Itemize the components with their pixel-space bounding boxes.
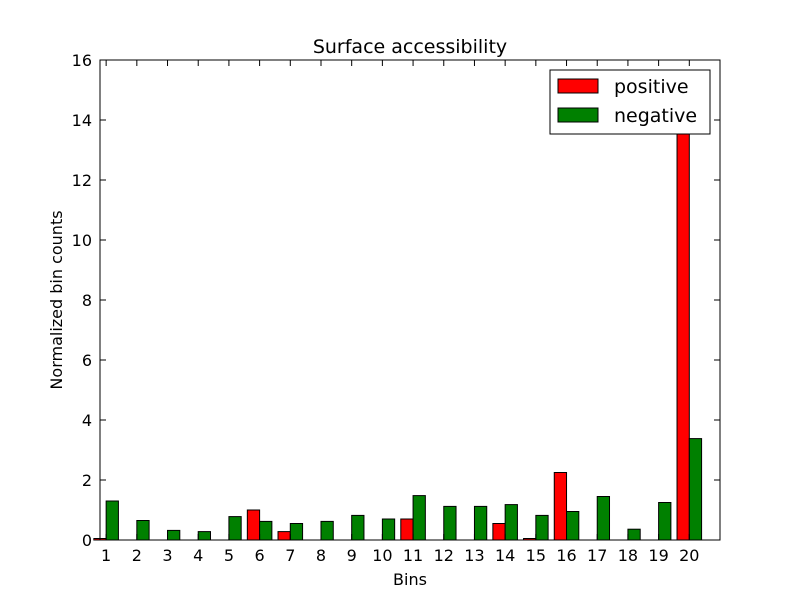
bar-positive-20 xyxy=(676,119,690,541)
x-axis: 1 2 3 4 5 6 7 8 9 10 11 12 13 14 15 16 17 18 19 20 xyxy=(101,60,699,565)
y-axis: 0 2 4 6 8 10 12 14 16 xyxy=(72,51,720,550)
legend-swatch-negative xyxy=(557,107,599,123)
x-tick-label: 14 xyxy=(495,546,515,565)
y-tick-label: 14 xyxy=(72,111,92,130)
chart-title: Surface accessibility xyxy=(313,36,507,58)
bar-negative-5 xyxy=(228,516,242,541)
x-tick-label: 8 xyxy=(316,546,326,565)
bar-negative-16 xyxy=(566,511,580,541)
legend: positive negative xyxy=(549,69,711,135)
x-tick-label: 9 xyxy=(347,546,357,565)
x-tick-label: 4 xyxy=(193,546,203,565)
y-tick-label: 0 xyxy=(82,531,92,550)
bar-negative-15 xyxy=(535,514,549,541)
bar-negative-10 xyxy=(381,518,396,541)
x-tick-label: 13 xyxy=(464,546,484,565)
bar-negative-9 xyxy=(351,514,365,541)
bar-negative-12 xyxy=(443,505,457,541)
x-tick-label: 15 xyxy=(526,546,546,565)
bar-negative-6 xyxy=(259,520,273,541)
x-tick-label: 17 xyxy=(587,546,607,565)
plot-frame xyxy=(99,59,721,541)
x-tick-label: 6 xyxy=(255,546,265,565)
bar-positive-7 xyxy=(277,531,291,541)
x-tick-label: 2 xyxy=(132,546,142,565)
bar-negative-17 xyxy=(596,496,611,541)
bar-positive-11 xyxy=(400,518,414,541)
y-tick-label: 16 xyxy=(72,51,92,70)
legend-swatch-positive xyxy=(557,78,599,94)
bar-positive-6 xyxy=(246,509,261,541)
bar-negative-18 xyxy=(627,528,641,541)
y-tick-label: 10 xyxy=(72,231,92,250)
x-tick-label: 10 xyxy=(372,546,392,565)
bar-negative-13 xyxy=(473,505,488,541)
bar-positive-14 xyxy=(492,523,506,541)
x-tick-label: 1 xyxy=(101,546,111,565)
bar-negative-4 xyxy=(197,531,212,541)
bar-negative-11 xyxy=(412,495,426,541)
bar-negative-20 xyxy=(688,438,703,541)
bar-negative-2 xyxy=(136,520,150,541)
y-tick-label: 6 xyxy=(82,351,92,370)
y-tick-label: 8 xyxy=(82,291,92,310)
y-tick-label: 2 xyxy=(82,471,92,490)
legend-label-negative: negative xyxy=(614,105,697,127)
legend-label-positive: positive xyxy=(614,76,689,98)
bar-negative-1 xyxy=(105,500,119,541)
bar-negative-19 xyxy=(658,502,672,541)
x-tick-label: 18 xyxy=(618,546,638,565)
x-tick-label: 5 xyxy=(224,546,234,565)
x-tick-label: 7 xyxy=(285,546,295,565)
x-tick-label: 12 xyxy=(434,546,454,565)
x-axis-label: Bins xyxy=(393,570,427,589)
x-tick-label: 20 xyxy=(679,546,699,565)
x-tick-label: 3 xyxy=(162,546,172,565)
bar-negative-3 xyxy=(167,529,181,541)
x-tick-label: 11 xyxy=(403,546,423,565)
y-tick-label: 4 xyxy=(82,411,92,430)
bar-negative-8 xyxy=(320,520,334,541)
y-tick-label: 12 xyxy=(72,171,92,190)
bar-negative-7 xyxy=(289,523,304,541)
bar-negative-14 xyxy=(504,504,518,541)
x-tick-label: 16 xyxy=(556,546,576,565)
x-tick-label: 19 xyxy=(648,546,668,565)
bar-positive-16 xyxy=(553,472,568,541)
plot-area xyxy=(100,60,720,540)
y-axis-label: Normalized bin counts xyxy=(47,210,66,389)
